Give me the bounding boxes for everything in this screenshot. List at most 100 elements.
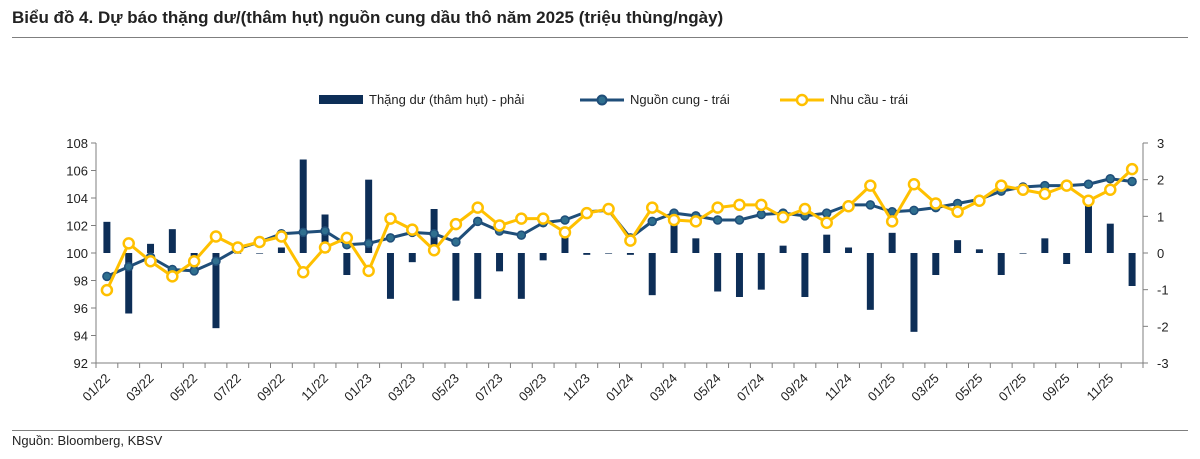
supply-point xyxy=(647,216,657,227)
surplus-bar xyxy=(1106,223,1114,253)
demand-point xyxy=(536,212,550,225)
demand-point xyxy=(1016,183,1030,196)
surplus-bar xyxy=(1084,201,1092,253)
demand-point xyxy=(340,231,354,245)
x-tick-label: 05/25 xyxy=(952,371,986,405)
surplus-bar xyxy=(779,245,787,253)
y-right-tick-label: -3 xyxy=(1157,356,1169,371)
x-tick-label: 07/22 xyxy=(210,371,244,405)
surplus-bar xyxy=(757,253,765,290)
y-left-tick-label: 96 xyxy=(74,301,88,316)
y-left-tick-label: 104 xyxy=(66,191,88,206)
surplus-bar xyxy=(168,229,176,253)
demand-point xyxy=(711,201,724,214)
footer-divider xyxy=(12,430,1188,431)
x-tick-label: 03/24 xyxy=(647,371,681,405)
demand-point xyxy=(362,264,375,278)
surplus-bar xyxy=(561,234,569,253)
supply-point xyxy=(1083,179,1094,189)
supply-point xyxy=(320,226,330,236)
demand-point xyxy=(1060,179,1073,192)
demand-line xyxy=(105,168,1134,291)
legend-marker-demand xyxy=(795,93,809,107)
x-tick-label: 05/24 xyxy=(690,371,724,405)
demand-point xyxy=(253,235,266,249)
supply-point xyxy=(909,205,919,216)
surplus-bar xyxy=(212,253,220,329)
surplus-bar xyxy=(517,253,525,299)
demand-point xyxy=(864,179,877,192)
demand-point xyxy=(755,198,768,212)
x-tick-label: 11/22 xyxy=(298,371,331,404)
y-right-tick-label: 0 xyxy=(1157,246,1164,261)
demand-point xyxy=(1038,187,1052,201)
x-tick-label: 07/24 xyxy=(734,371,768,405)
surplus-bar xyxy=(343,253,351,275)
x-tick-label: 03/23 xyxy=(385,371,419,405)
y-left-tick-label: 98 xyxy=(74,274,88,289)
demand-point xyxy=(231,241,245,254)
supply-point xyxy=(429,229,439,239)
y-right-tick-label: 3 xyxy=(1157,136,1164,151)
demand-point xyxy=(515,212,528,225)
surplus-bar xyxy=(975,249,983,253)
surplus-bar xyxy=(888,232,896,253)
surplus-bar xyxy=(714,253,722,292)
demand-point xyxy=(187,255,201,268)
supply-point xyxy=(298,227,308,238)
demand-point xyxy=(733,198,746,212)
legend-marker-supply xyxy=(596,94,608,106)
x-tick-label: 01/25 xyxy=(865,371,899,405)
x-tick-label: 09/23 xyxy=(516,371,550,405)
supply-line xyxy=(106,177,1133,278)
demand-point xyxy=(776,211,790,224)
demand-point xyxy=(842,200,855,213)
surplus-bar xyxy=(1041,238,1049,253)
supply-point xyxy=(123,262,134,272)
y-right-tick-label: 2 xyxy=(1157,173,1164,188)
supply-point xyxy=(821,208,832,218)
demand-point xyxy=(624,234,637,247)
x-tick-label: 03/22 xyxy=(123,371,157,405)
x-tick-label: 11/23 xyxy=(560,371,593,404)
surplus-bar xyxy=(605,253,613,254)
surplus-bar xyxy=(845,247,853,253)
demand-point xyxy=(820,216,833,229)
surplus-bar xyxy=(954,240,962,253)
surplus-bar xyxy=(583,253,591,255)
x-tick-label: 11/25 xyxy=(1083,371,1116,404)
surplus-bar xyxy=(1128,253,1136,286)
surplus-bar xyxy=(365,179,373,253)
surplus-bar xyxy=(277,247,285,253)
x-tick-label: 09/25 xyxy=(1039,371,1073,405)
supply-point xyxy=(451,237,461,247)
demand-point xyxy=(994,179,1008,192)
demand-point xyxy=(798,202,812,216)
demand-point xyxy=(645,201,659,214)
surplus-bar xyxy=(735,253,743,297)
demand-point xyxy=(1104,183,1117,196)
demand-point xyxy=(580,206,594,220)
x-tick-label: 01/22 xyxy=(79,371,113,405)
supply-point xyxy=(756,209,767,220)
surplus-bar xyxy=(910,253,918,332)
demand-point xyxy=(166,270,179,283)
supply-point xyxy=(1127,176,1137,187)
demand-point xyxy=(406,223,419,236)
demand-point xyxy=(122,237,135,250)
demand-point xyxy=(973,194,986,207)
surplus-bar xyxy=(539,253,547,261)
x-tick-label: 03/25 xyxy=(908,371,942,405)
supply-point xyxy=(560,215,570,225)
surplus-bar xyxy=(256,253,264,254)
demand-point xyxy=(427,244,441,257)
surplus-bar xyxy=(299,159,307,253)
demand-point xyxy=(1125,162,1139,176)
legend-label-surplus: Thặng dư (thâm hụt) - phải xyxy=(369,92,525,107)
demand-point xyxy=(100,283,114,297)
surplus-bar xyxy=(823,234,831,253)
y-left-tick-label: 100 xyxy=(66,246,88,261)
demand-point xyxy=(318,241,332,254)
surplus-bar xyxy=(496,253,504,272)
supply-point xyxy=(211,256,221,266)
